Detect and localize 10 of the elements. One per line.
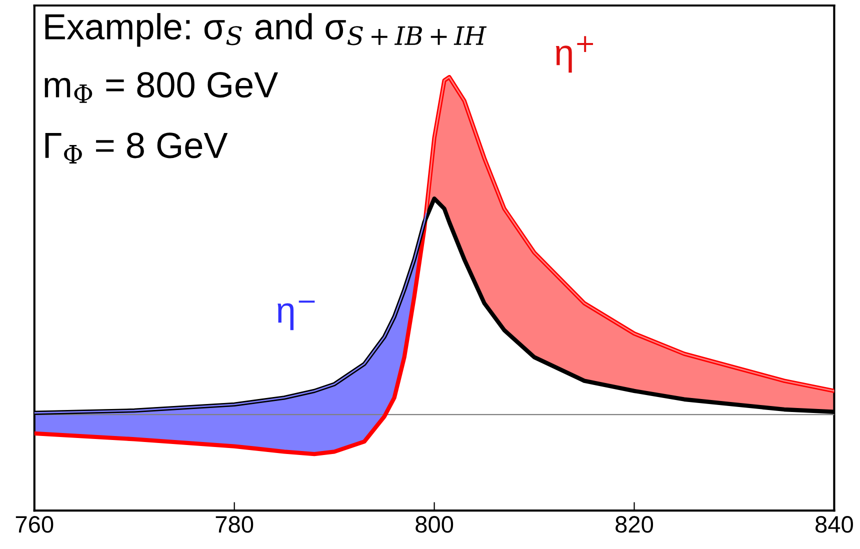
x-tick-label: 820 xyxy=(616,516,654,533)
annotation: Γ$_{Φ}$ = 8 GeV xyxy=(45,132,228,164)
x-tick-label: 780 xyxy=(216,516,254,533)
x-tick-label: 800 xyxy=(416,516,454,533)
text: η$^{+}$ xyxy=(556,36,594,73)
chart-title: Example: σ$_{S}$ and σ$_{S+IB+IH}$ xyxy=(45,13,487,47)
series-label: η$^{−}$ xyxy=(278,300,315,330)
annotation: m$_{Φ}$ = 800 GeV xyxy=(44,72,278,103)
x-tick-label: 760 xyxy=(16,516,54,533)
x-tick-label: 840 xyxy=(816,516,853,533)
